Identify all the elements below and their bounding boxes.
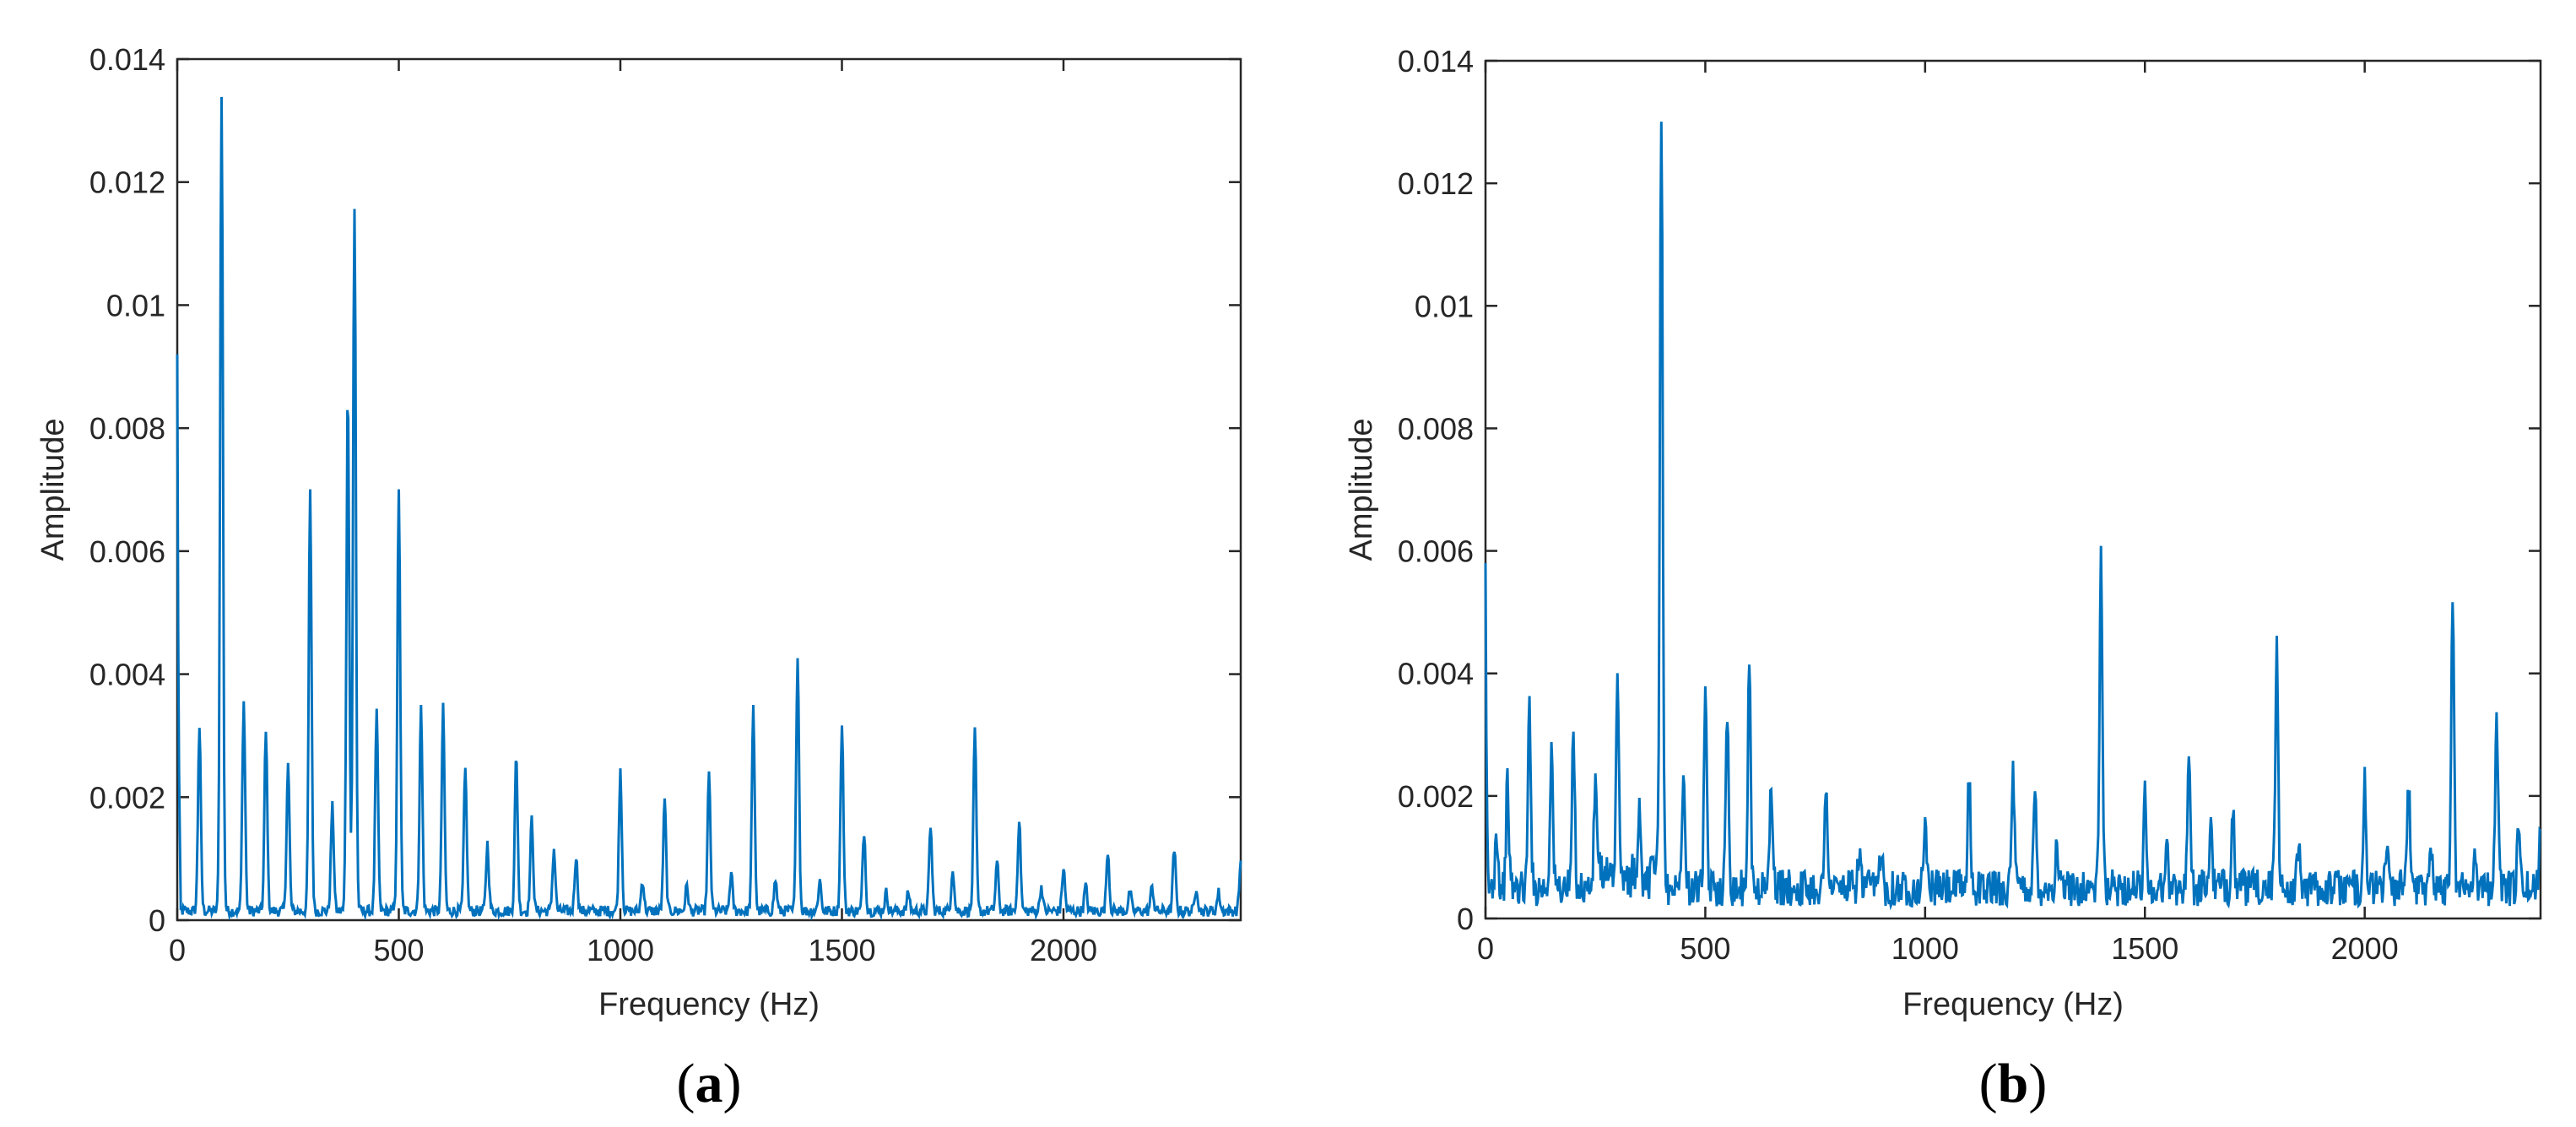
panel-a-y-ticks: 0 0.002 0.004 0.006 0.008 0.01 0.012 0.014 (89, 42, 1241, 938)
panel-a-y-tick-label: 0.01 (106, 288, 165, 322)
panel-a-x-tick-label: 0 (169, 933, 186, 967)
panel-a-x-axis-label: Frequency (Hz) (598, 987, 820, 1022)
panel-a-y-tick-label: 0.002 (89, 780, 165, 815)
panel-a-spectrum-line (176, 96, 1242, 922)
panel-b-caption: (b) (1979, 1053, 2048, 1114)
panel-b-x-tick-label: 1000 (1891, 931, 1959, 966)
panel-a-x-tick-label: 1000 (587, 933, 654, 967)
panel-b-y-ticks: 0 0.002 0.004 0.006 0.008 0.01 0.012 0.014 (1398, 44, 2541, 936)
panel-b-x-tick-label: 2000 (2331, 931, 2399, 966)
panel-b-y-tick-label: 0.012 (1398, 166, 1474, 201)
panel-b-y-tick-label: 0.002 (1398, 779, 1474, 814)
panel-a-x-tick-label: 2000 (1030, 933, 1097, 967)
panel-a-y-tick-label: 0.004 (89, 658, 165, 692)
panel-b-y-tick-label: 0.004 (1398, 657, 1474, 691)
panel-b-x-axis-label: Frequency (Hz) (1902, 987, 2124, 1022)
panel-b-x-tick-label: 1500 (2111, 931, 2178, 966)
panel-b-y-tick-label: 0.01 (1415, 289, 1474, 323)
panel-a-y-tick-label: 0.012 (89, 165, 165, 200)
panel-b-x-ticks: 0 500 1000 1500 2000 (1477, 61, 2399, 966)
panel-b-y-tick-label: 0 (1457, 902, 1474, 936)
panel-a-x-tick-label: 1500 (808, 933, 875, 967)
panel-b-y-axis-label: Amplitude (1344, 419, 1379, 561)
panel-b-spectrum-line (1484, 122, 2542, 911)
panel-b-x-tick-label: 500 (1680, 931, 1730, 966)
panel-a-y-axis-label: Amplitude (35, 419, 71, 561)
panel-a-caption: (a) (677, 1053, 742, 1114)
panel-a-x-tick-label: 500 (373, 933, 424, 967)
panel-b-y-tick-label: 0.008 (1398, 411, 1474, 446)
panel-a-x-ticks: 0 500 1000 1500 2000 (169, 59, 1097, 967)
panel-b-y-tick-label: 0.006 (1398, 534, 1474, 569)
panel-a-y-tick-label: 0.014 (89, 42, 165, 77)
panel-a-y-tick-label: 0 (149, 903, 165, 938)
panel-a: 0 0.002 0.004 0.006 0.008 0.01 0.012 0.014 0 500… (35, 42, 1242, 1114)
panel-a-y-tick-label: 0.006 (89, 534, 165, 569)
panel-b: 0 0.002 0.004 0.006 0.008 0.01 0.012 0.014 0 500… (1344, 44, 2542, 1114)
panel-a-y-tick-label: 0.008 (89, 411, 165, 446)
panel-b-x-tick-label: 0 (1477, 931, 1494, 966)
panel-b-y-tick-label: 0.014 (1398, 44, 1474, 79)
